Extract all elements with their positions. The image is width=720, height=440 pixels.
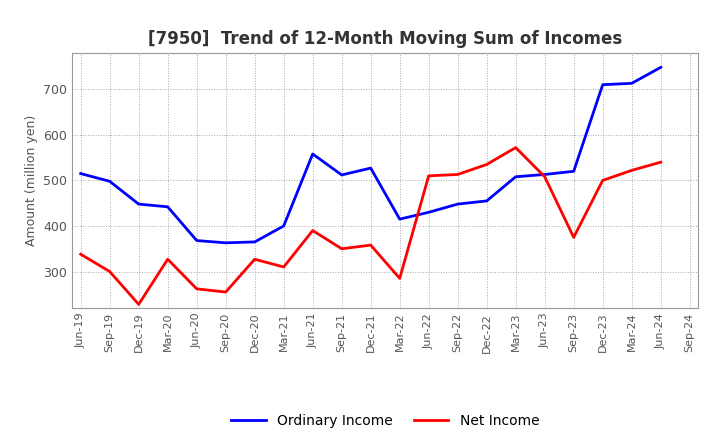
Ordinary Income — [192, 238, 201, 243]
Ordinary Income — [163, 204, 172, 209]
Net Income — [570, 235, 578, 240]
Ordinary Income — [627, 81, 636, 86]
Ordinary Income — [338, 172, 346, 178]
Ordinary Income — [279, 224, 288, 229]
Ordinary Income — [541, 172, 549, 177]
Net Income — [395, 276, 404, 281]
Net Income — [482, 162, 491, 167]
Ordinary Income — [598, 82, 607, 87]
Ordinary Income — [482, 198, 491, 204]
Ordinary Income — [511, 174, 520, 180]
Ordinary Income — [395, 216, 404, 222]
Ordinary Income — [454, 202, 462, 207]
Net Income — [105, 269, 114, 274]
Net Income — [598, 178, 607, 183]
Ordinary Income — [105, 179, 114, 184]
Net Income — [135, 302, 143, 307]
Net Income — [454, 172, 462, 177]
Net Income — [627, 168, 636, 173]
Line: Ordinary Income: Ordinary Income — [81, 67, 661, 243]
Ordinary Income — [76, 171, 85, 176]
Ordinary Income — [424, 210, 433, 215]
Net Income — [308, 228, 317, 233]
Ordinary Income — [135, 202, 143, 207]
Net Income — [541, 174, 549, 180]
Line: Net Income: Net Income — [81, 147, 661, 304]
Ordinary Income — [657, 65, 665, 70]
Net Income — [338, 246, 346, 251]
Net Income — [221, 290, 230, 295]
Y-axis label: Amount (million yen): Amount (million yen) — [24, 115, 37, 246]
Legend: Ordinary Income, Net Income: Ordinary Income, Net Income — [225, 409, 545, 434]
Ordinary Income — [308, 151, 317, 157]
Net Income — [279, 264, 288, 270]
Net Income — [511, 145, 520, 150]
Net Income — [251, 257, 259, 262]
Net Income — [657, 160, 665, 165]
Net Income — [76, 252, 85, 257]
Net Income — [163, 257, 172, 262]
Ordinary Income — [251, 239, 259, 245]
Ordinary Income — [570, 169, 578, 174]
Title: [7950]  Trend of 12-Month Moving Sum of Incomes: [7950] Trend of 12-Month Moving Sum of I… — [148, 30, 622, 48]
Net Income — [192, 286, 201, 291]
Ordinary Income — [366, 165, 375, 171]
Ordinary Income — [221, 240, 230, 246]
Net Income — [366, 242, 375, 248]
Net Income — [424, 173, 433, 179]
